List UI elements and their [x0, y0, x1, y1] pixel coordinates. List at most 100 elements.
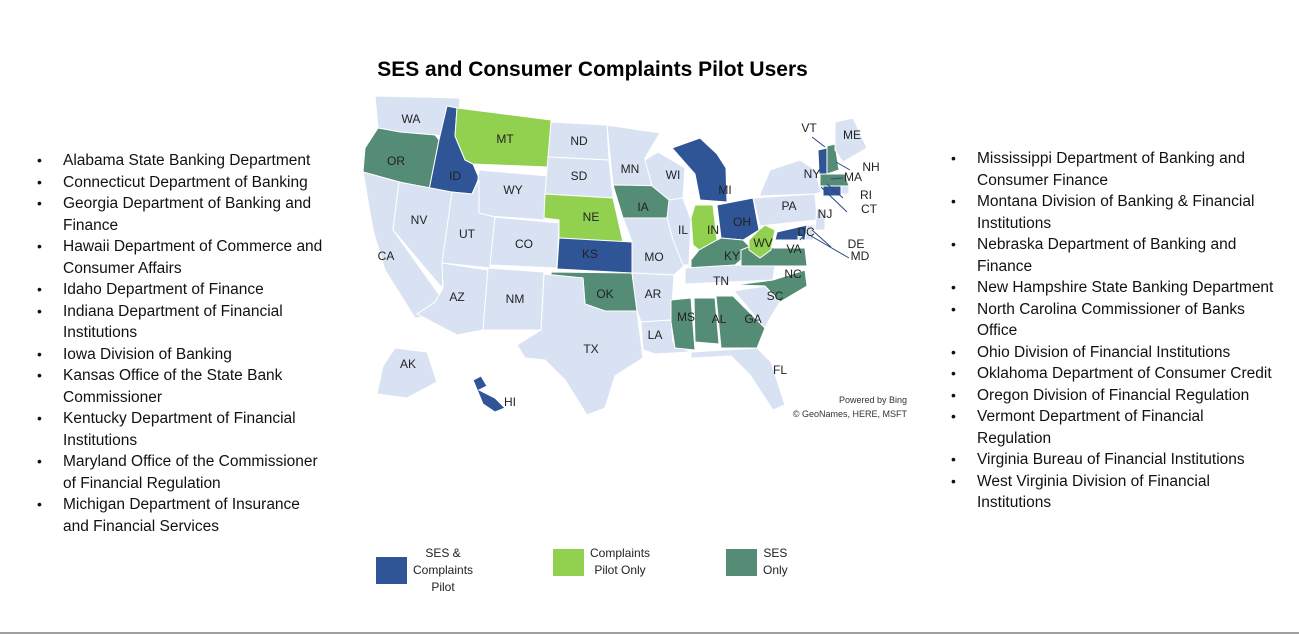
state-label-vt: VT: [801, 121, 817, 135]
regulator-list-item: Georgia Department of Banking and Financ…: [37, 193, 327, 236]
state-label-ct: CT: [861, 202, 878, 216]
state-label-ga: GA: [744, 312, 761, 326]
legend-swatch: [726, 548, 757, 576]
regulator-list-item: Iowa Division of Banking: [37, 344, 327, 366]
state-label-co: CO: [515, 237, 533, 251]
regulator-list-item: Maryland Office of the Commissioner of F…: [37, 451, 327, 494]
state-label-ok: OK: [596, 287, 613, 301]
state-tn: [684, 264, 776, 285]
state-label-ia: IA: [637, 200, 648, 214]
state-wv: [748, 224, 776, 259]
legend-item: Complaints Pilot Only: [553, 545, 650, 579]
legend-label: SES Only: [763, 546, 788, 577]
state-label-il: IL: [678, 223, 688, 237]
state-label-sc: SC: [767, 289, 784, 303]
state-label-mt: MT: [496, 132, 514, 146]
regulator-list-item: Ohio Division of Financial Institutions: [951, 342, 1281, 364]
state-fl: [690, 347, 786, 411]
regulator-list-item: Indiana Department of Financial Institut…: [37, 301, 327, 344]
state-ga: [715, 295, 766, 349]
us-map-svg: WA OR CA ID NV MT WY UT AZ CO NM ND SD NE KS OK TX MN IA MO…: [362, 95, 908, 419]
state-label-wv: WV: [753, 236, 772, 250]
state-label-nd: ND: [570, 134, 588, 148]
state-label-ri: RI: [860, 188, 872, 202]
state-ny: [759, 159, 822, 197]
state-label-sd: SD: [571, 169, 588, 183]
state-label-mo: MO: [644, 250, 663, 264]
regulator-list-item: Mississippi Department of Banking and Co…: [951, 148, 1281, 191]
state-label-fl: FL: [773, 363, 787, 377]
state-label-ut: UT: [459, 227, 476, 241]
regulator-list-item: Vermont Department of Financial Regulati…: [951, 406, 1281, 449]
legend-swatch: [376, 557, 407, 584]
state-label-ne: NE: [583, 210, 600, 224]
legend-label: SES & Complaints Pilot: [413, 546, 474, 594]
legend-item: SES Only: [726, 545, 788, 579]
map-credit-line2: © GeoNames, HERE, MSFT: [793, 409, 908, 419]
left-regulator-list: Alabama State Banking DepartmentConnecti…: [37, 150, 327, 537]
state-label-az: AZ: [449, 290, 464, 304]
state-nc: [734, 269, 808, 303]
state-ak: [376, 347, 438, 399]
state-label-de: DE: [848, 237, 865, 251]
state-mi: [671, 137, 728, 203]
state-ms: [670, 297, 696, 351]
state-label-in: IN: [707, 223, 719, 237]
regulator-list-item: Alabama State Banking Department: [37, 150, 327, 172]
regulator-list-item: Oklahoma Department of Consumer Credit: [951, 363, 1281, 385]
regulator-list-item: Kansas Office of the State Bank Commissi…: [37, 365, 327, 408]
legend-item: SES & Complaints Pilot: [376, 545, 473, 596]
state-label-ma: MA: [844, 170, 862, 184]
right-regulator-list: Mississippi Department of Banking and Co…: [951, 148, 1281, 514]
state-hi: [472, 375, 506, 413]
regulator-list-item: Kentucky Department of Financial Institu…: [37, 408, 327, 451]
page-title: SES and Consumer Complaints Pilot Users: [377, 58, 808, 81]
state-nj: [814, 207, 826, 231]
state-tx: [516, 273, 644, 416]
state-label-wi: WI: [666, 168, 681, 182]
us-map: WA OR CA ID NV MT WY UT AZ CO NM ND SD NE KS OK TX MN IA MO…: [355, 90, 915, 420]
state-label-me: ME: [843, 128, 861, 142]
state-label-oh: OH: [733, 215, 751, 229]
state-il: [666, 197, 692, 266]
state-label-ak: AK: [400, 357, 416, 371]
leader-lines: [799, 136, 851, 259]
state-label-wa: WA: [402, 112, 421, 126]
state-label-la: LA: [648, 328, 663, 342]
map-credit-line1: Powered by Bing: [839, 395, 907, 405]
state-label-dc: DC: [797, 225, 815, 239]
regulator-list-item: Connecticut Department of Banking: [37, 172, 327, 194]
regulator-list-item: Virginia Bureau of Financial Institution…: [951, 449, 1281, 471]
state-label-md: MD: [851, 249, 870, 263]
state-label-ks: KS: [582, 247, 598, 261]
state-labels: WA OR CA ID NV MT WY UT AZ CO NM ND SD NE KS OK TX MN IA MO…: [378, 112, 880, 409]
state-label-ca: CA: [378, 249, 395, 263]
state-label-nv: NV: [411, 213, 428, 227]
state-sc: [733, 285, 781, 329]
state-oh: [716, 197, 760, 241]
state-label-ky: KY: [724, 249, 740, 263]
state-nv: [392, 181, 453, 290]
state-label-nc: NC: [784, 267, 802, 281]
state-label-tx: TX: [583, 342, 598, 356]
regulator-list-item: Michigan Department of Insurance and Fin…: [37, 494, 327, 537]
state-label-wy: WY: [503, 183, 522, 197]
state-label-or: OR: [387, 154, 405, 168]
state-label-tn: TN: [713, 274, 729, 288]
state-label-al: AL: [712, 312, 727, 326]
legend-label: Complaints Pilot Only: [590, 546, 651, 577]
state-label-ms: MS: [677, 310, 695, 324]
state-label-ny: NY: [804, 167, 821, 181]
state-ri: [840, 185, 850, 195]
state-label-nm: NM: [506, 292, 525, 306]
regulator-list-item: Idaho Department of Finance: [37, 279, 327, 301]
state-label-mn: MN: [621, 162, 640, 176]
legend-swatch: [553, 548, 584, 576]
state-me: [834, 117, 868, 163]
state-label-id: ID: [449, 169, 461, 183]
state-label-hi: HI: [504, 395, 516, 409]
regulator-list-item: North Carolina Commissioner of Banks Off…: [951, 299, 1281, 342]
state-label-nh: NH: [862, 160, 879, 174]
state-label-nj: NJ: [818, 207, 833, 221]
regulator-list-item: Nebraska Department of Banking and Finan…: [951, 234, 1281, 277]
